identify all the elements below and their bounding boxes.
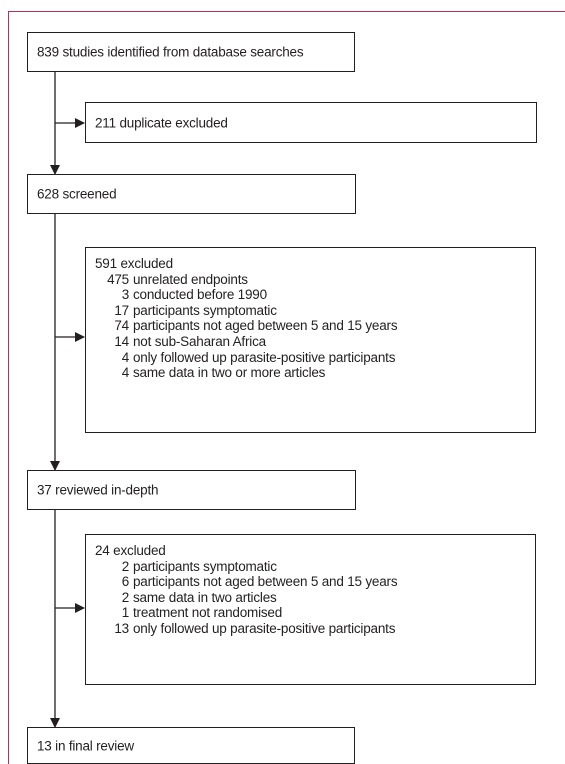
excluded1-item: 74 participants not aged between 5 and 15…: [114, 318, 398, 334]
screened-box: 628 screened: [27, 174, 356, 214]
frame-left-rule: [8, 11, 9, 764]
frame-top-rule: [8, 11, 565, 12]
final-box: 13 in final review: [27, 727, 355, 764]
excluded2-item: 6 participants not aged between 5 and 15 …: [121, 574, 398, 590]
excluded2-item: 2 same data in two articles: [121, 589, 277, 605]
excluded1-item: 4 same data in two or more articles: [121, 365, 326, 381]
excluded1-item: 3 conducted before 1990: [121, 287, 267, 303]
screened-label: 628 screened: [37, 186, 117, 202]
excluded2-item: 2 participants symptomatic: [121, 558, 277, 574]
excluded1-header: 591 excluded: [95, 256, 173, 271]
duplicates-label: 211 duplicate excluded: [95, 115, 228, 130]
excluded2-header: 24 excluded: [95, 543, 166, 558]
identified-label: 839 studies identified from database sea…: [37, 44, 304, 60]
excluded1-item: 14 not sub-Saharan Africa: [114, 333, 266, 349]
final-label: 13 in final review: [37, 738, 134, 753]
reviewed-label: 37 reviewed in-depth: [37, 482, 159, 498]
excluded1-item: 4 only followed up parasite-positive part…: [121, 349, 396, 365]
excluded1-box: 591 excluded 475 unrelated endpoints 3 con…: [85, 247, 536, 433]
excluded1-item: 17 participants symptomatic: [114, 302, 277, 318]
duplicates-box: 211 duplicate excluded: [85, 102, 537, 143]
excluded2-item: 13 only followed up parasite-positive par…: [114, 620, 396, 636]
excluded2-item: 1 treatment not randomised: [121, 605, 283, 621]
identified-box: 839 studies identified from database sea…: [27, 32, 355, 72]
reviewed-box: 37 reviewed in-depth: [27, 470, 356, 510]
excluded1-item: 475 unrelated endpoints: [107, 271, 248, 287]
